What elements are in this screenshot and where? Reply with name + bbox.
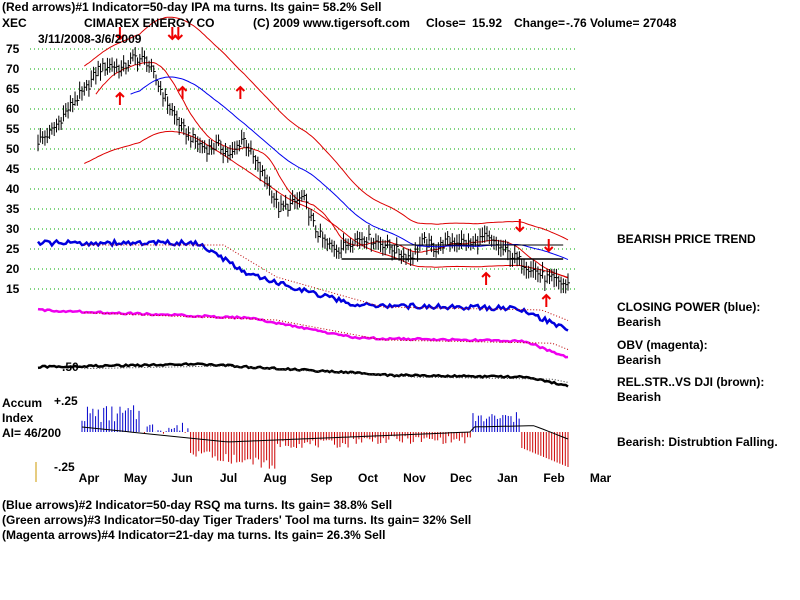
ma-line: [130, 76, 569, 261]
arrow-head: [481, 271, 491, 278]
accum-top-label: +.25: [54, 394, 78, 408]
y-tick-label: 35: [6, 202, 20, 216]
obv-value: Bearish: [617, 353, 662, 367]
bollinger-bands: [83, 16, 569, 279]
closing-power-line: [37, 237, 569, 332]
upper-band: [83, 16, 569, 241]
footer-line2: (Blue arrows)#2 Indicator=50-day RSQ ma …: [2, 498, 393, 512]
relstr-value: Bearish: [617, 390, 662, 404]
accum-summary: Bearish: Distrubtion Falling.: [617, 435, 778, 449]
obv-line-ma: [84, 312, 569, 350]
arrow-head: [177, 85, 188, 92]
y-tick-label: 70: [6, 62, 20, 76]
obv-line: [37, 307, 569, 359]
x-month-label: Jan: [497, 471, 518, 485]
x-month-labels: Apr May Jun Jul Aug Sep Oct Nov Dec Jan Feb Mar: [79, 471, 612, 485]
support-lines: [341, 244, 564, 260]
arrow-head: [544, 246, 554, 253]
relative-strength-line: [37, 362, 569, 388]
y-tick-label: 15: [6, 282, 20, 296]
company-name: CIMAREX ENERGY CO: [84, 16, 215, 30]
arrow-head: [541, 293, 552, 300]
trend-label: BEARISH PRICE TREND: [617, 232, 756, 246]
footer-line4: (Magenta arrows)#4 Indicator=21-day ma t…: [2, 528, 386, 542]
y-tick-label: 40: [6, 182, 20, 196]
x-month-label: Sep: [310, 471, 332, 485]
relative-strength-line-ma: [84, 365, 569, 383]
y-tick-label: 20: [6, 262, 20, 276]
closing-power-line-ma: [84, 244, 569, 321]
date-range: 3/11/2008-3/6/2009: [38, 32, 142, 46]
y-tick-labels: 75 70 65 60 55 50 45 40 35 30 25 20 15: [6, 42, 20, 296]
y-tick-label: 30: [6, 222, 20, 236]
y-tick-label: 55: [6, 122, 20, 136]
relstr-title: REL.STR..VS DJI (brown):: [617, 375, 765, 389]
arrow-head: [173, 34, 184, 41]
y-tick-label: 75: [6, 42, 20, 56]
change-value: -.76: [566, 16, 587, 30]
arrow-head: [115, 91, 125, 98]
buy-arrow: [541, 293, 552, 307]
obv-line: [37, 307, 569, 359]
arrow-head: [515, 226, 525, 233]
y-tick-label: 65: [6, 82, 20, 96]
close-label: Close=: [426, 16, 466, 30]
accum-index-histogram: [81, 405, 569, 469]
x-month-label: May: [124, 471, 148, 485]
volume-value: 27048: [643, 16, 677, 30]
copyright: (C) 2009 www.tigersoft.com: [253, 16, 410, 30]
x-month-label: Aug: [263, 471, 286, 485]
x-month-label: Oct: [358, 471, 378, 485]
ai-text: AI= 46/200: [2, 426, 62, 440]
moving-average: [130, 76, 569, 261]
sell-arrow: [173, 27, 184, 41]
index-title: Index: [2, 411, 34, 425]
buy-arrow: [177, 85, 188, 99]
obv-title: OBV (magenta):: [617, 338, 708, 352]
accum-ma-line: [81, 425, 569, 443]
close-value: 15.92: [472, 16, 503, 30]
volume-label: Volume=: [590, 16, 640, 30]
closing-power-title: CLOSING POWER (blue):: [617, 300, 761, 314]
x-month-label: Jul: [220, 471, 237, 485]
x-month-label: Feb: [543, 471, 564, 485]
x-month-label: Mar: [590, 471, 612, 485]
y-tick-label: 45: [6, 162, 20, 176]
buy-arrow: [115, 91, 125, 105]
accum-bottom-label: -.25: [54, 460, 75, 474]
ticker: XEC: [2, 16, 27, 30]
arrow-head: [115, 34, 125, 41]
y-tick-label: 25: [6, 242, 20, 256]
buy-arrow: [235, 85, 246, 99]
buy-arrow: [481, 271, 491, 285]
sell-arrow: [515, 219, 525, 233]
header-line1: (Red arrows)#1 Indicator=50-day IPA ma t…: [2, 0, 382, 14]
sell-arrow: [544, 239, 554, 253]
y-tick-label: 60: [6, 102, 20, 116]
x-month-label: Nov: [403, 471, 426, 485]
price-bars: [37, 47, 570, 294]
x-month-label: Jun: [171, 471, 192, 485]
arrow-head: [235, 85, 246, 92]
relative-strength-line: [37, 362, 569, 388]
lower-band: [84, 130, 569, 278]
footer-line3: (Green arrows)#3 Indicator=50-day Tiger …: [2, 513, 472, 527]
closing-power-value: Bearish: [617, 315, 662, 329]
signal-arrows: [115, 27, 554, 307]
closing-power-line: [37, 237, 569, 332]
accum-title: Accum: [2, 396, 43, 410]
y-tick-label: 50: [6, 142, 20, 156]
x-month-label: Apr: [79, 471, 100, 485]
change-label: Change=: [514, 16, 566, 30]
x-month-label: Dec: [450, 471, 472, 485]
sell-arrow: [115, 27, 125, 41]
relstr-marker: .50: [62, 360, 79, 374]
